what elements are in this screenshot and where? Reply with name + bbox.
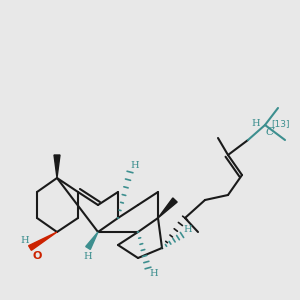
Text: H: H	[149, 269, 158, 278]
Text: H: H	[83, 252, 92, 261]
Polygon shape	[86, 232, 98, 249]
Text: O: O	[32, 251, 42, 261]
Text: H: H	[131, 160, 140, 169]
Text: C: C	[266, 128, 274, 137]
Text: H: H	[184, 224, 192, 233]
Text: H: H	[20, 236, 29, 245]
Polygon shape	[28, 232, 57, 250]
Text: H: H	[252, 119, 260, 128]
Polygon shape	[54, 155, 60, 178]
Polygon shape	[158, 198, 177, 218]
Text: [13]: [13]	[272, 119, 290, 128]
